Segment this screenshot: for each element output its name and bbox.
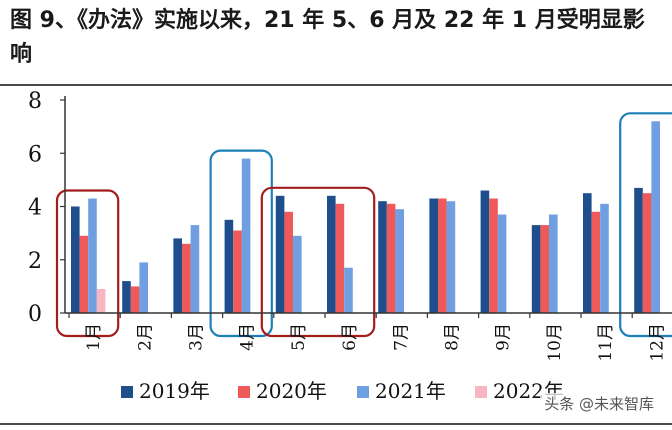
bottom-divider [0,423,672,425]
y-tick-label: 0 [28,302,42,327]
y-tick-label: 8 [28,89,42,114]
bar-2021-1 [88,198,97,313]
bar-2020-8 [438,198,447,313]
bar-2019-10 [531,225,541,313]
bar-2020-6 [335,203,345,313]
bar-2021-4 [241,158,251,313]
legend: 2019年 2020年 2021年 2022年 [121,379,564,403]
bar-2021-3 [190,225,200,313]
bar-2019-4 [224,219,234,313]
bar-2021-2 [139,262,148,313]
bar-2019-5 [275,195,285,313]
bar-2019-3 [173,238,182,313]
bar-2019-6 [327,195,336,313]
y-tick-label: 6 [28,142,42,167]
bar-2020-2 [130,286,140,313]
x-tick-label-12: 12月 [647,323,667,362]
bar-2021-12 [651,121,660,313]
title-divider [0,84,672,86]
bar-2019-2 [122,281,131,313]
plot-area [71,121,660,313]
x-tick-label-6: 6月 [340,323,360,351]
bar-2019-12 [634,187,643,313]
bar-2020-7 [386,203,396,313]
y-tick-label: 2 [28,249,42,274]
x-tick-label-9: 9月 [494,323,514,351]
bar-2020-5 [284,211,293,313]
x-tick-label-5: 5月 [289,323,309,351]
legend-label-2020: 2020年 [256,379,327,403]
bar-2020-4 [233,230,242,313]
highlight-box-1 [55,189,120,338]
legend-label-2019: 2019年 [139,379,210,403]
bar-2021-6 [344,267,353,313]
bar-2021-5 [293,235,302,313]
bar-2020-1 [79,235,89,313]
x-tick-label-2: 2月 [135,323,155,351]
bar-2020-11 [591,211,601,313]
x-tick-label-11: 11月 [596,323,616,362]
bar-2020-9 [489,198,498,313]
x-tick-label-1: 1月 [84,323,104,351]
bar-2022-1 [96,289,106,313]
bar-2021-7 [395,209,404,313]
bar-chart: 0 2 4 6 8 1月 2月 3月 4月 5月 6月 7月 8月 9月 10月 11月 12月 2019年 20… [28,89,672,403]
bar-2020-12 [642,193,652,313]
bar-2019-11 [583,193,592,313]
x-tick-label-7: 7月 [391,323,411,351]
legend-swatch-2020 [238,386,250,398]
legend-label-2021: 2021年 [375,379,446,403]
bar-2019-7 [378,201,387,313]
legend-swatch-2022 [475,386,487,398]
legend-swatch-2021 [357,386,369,398]
highlight-box-2 [209,149,273,338]
bar-2020-10 [540,225,549,313]
bar-2021-9 [497,214,507,313]
bar-2019-8 [429,198,438,313]
bar-2020-3 [182,243,191,313]
bar-2021-8 [446,201,456,313]
y-tick-label: 4 [28,196,42,221]
x-tick-label-4: 4月 [238,323,258,351]
x-tick-label-10: 10月 [545,323,565,362]
axes: 0 2 4 6 8 1月 2月 3月 4月 5月 6月 7月 8月 9月 10月 11月 12月 [28,89,672,362]
watermark: 头条 @未来智库 [540,393,658,414]
chart-title: 图 9、《办法》实施以来，21 年 5、6 月及 22 年 1 月受明显影响 [10,8,645,67]
legend-swatch-2019 [121,386,133,398]
bar-2021-11 [600,203,609,313]
x-tick-label-3: 3月 [187,323,207,351]
x-tick-label-8: 8月 [443,323,463,351]
highlight-boxes [55,112,672,338]
highlight-box-4 [619,112,672,338]
highlight-box-3 [260,186,376,338]
bar-2019-1 [71,206,80,313]
bar-2019-9 [480,190,490,313]
bar-2021-10 [549,214,558,313]
